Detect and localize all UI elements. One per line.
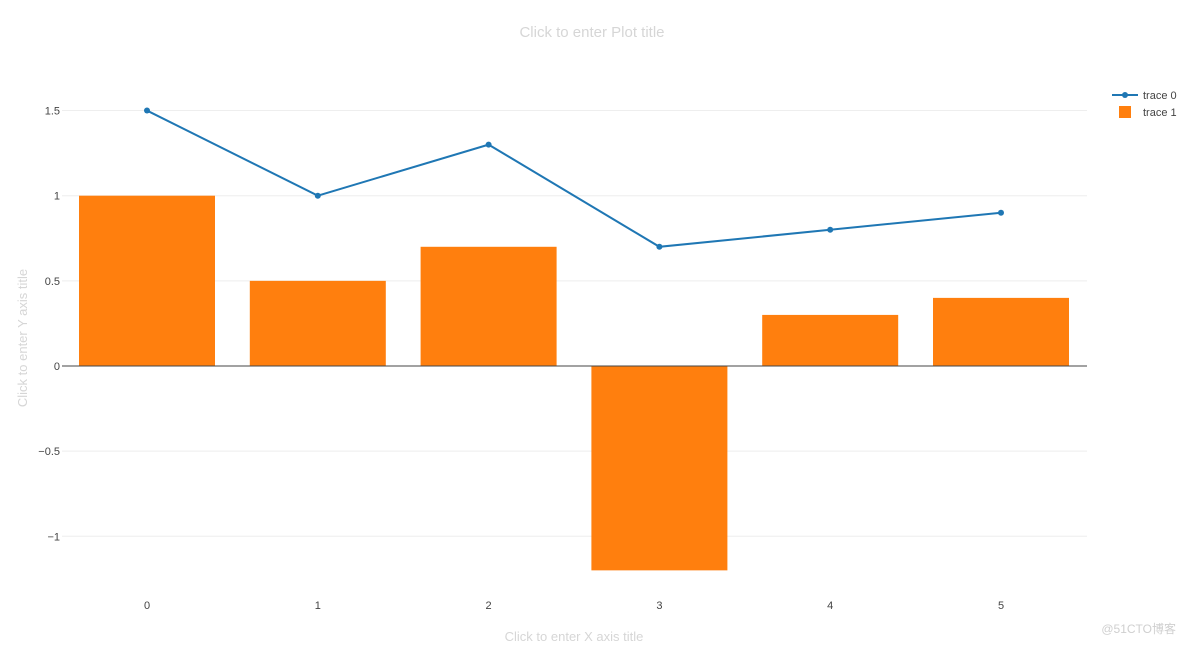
legend-label: trace 1 xyxy=(1143,107,1177,119)
y-axis-ticks: −1 −0.5 0 0.5 1 1.5 xyxy=(38,106,60,544)
y-tick-label: 1.5 xyxy=(45,106,60,118)
y-tick-label: 0 xyxy=(54,361,60,373)
line-point xyxy=(998,209,1004,216)
x-tick-label: 4 xyxy=(827,600,833,612)
x-axis-title[interactable]: Click to enter X axis title xyxy=(505,629,644,644)
y-tick-label: −1 xyxy=(47,531,60,543)
watermark: @51CTO博客 xyxy=(1101,622,1176,636)
x-tick-label: 1 xyxy=(315,600,321,612)
line-point xyxy=(827,226,834,233)
bar xyxy=(762,314,899,366)
line-trace xyxy=(146,109,1002,248)
line-point xyxy=(485,141,492,148)
bar xyxy=(79,195,215,366)
legend-marker-swatch xyxy=(1122,92,1128,98)
bar xyxy=(933,297,1069,366)
legend[interactable]: trace 0 trace 1 xyxy=(1112,90,1177,119)
x-tick-label: 0 xyxy=(144,600,150,612)
x-tick-label: 2 xyxy=(486,600,492,612)
bar xyxy=(420,246,557,366)
y-axis-title[interactable]: Click to enter Y axis title xyxy=(15,269,30,407)
bar-series xyxy=(79,195,1069,571)
x-tick-label: 5 xyxy=(998,600,1004,612)
bar xyxy=(591,366,728,571)
plot-title[interactable]: Click to enter Plot title xyxy=(519,24,664,41)
y-tick-label: 0.5 xyxy=(45,276,60,288)
gridlines xyxy=(62,110,1087,537)
line-point xyxy=(144,107,150,114)
y-tick-label: 1 xyxy=(54,191,60,203)
y-tick-label: −0.5 xyxy=(38,446,60,458)
line-point xyxy=(656,243,663,250)
line-point xyxy=(314,192,321,199)
x-tick-label: 3 xyxy=(656,600,662,612)
bar xyxy=(249,280,386,366)
legend-label: trace 0 xyxy=(1143,90,1177,102)
legend-bar-swatch xyxy=(1119,106,1131,118)
x-axis-ticks: 0 1 2 3 4 5 xyxy=(144,600,1004,612)
line-series xyxy=(144,107,1004,250)
